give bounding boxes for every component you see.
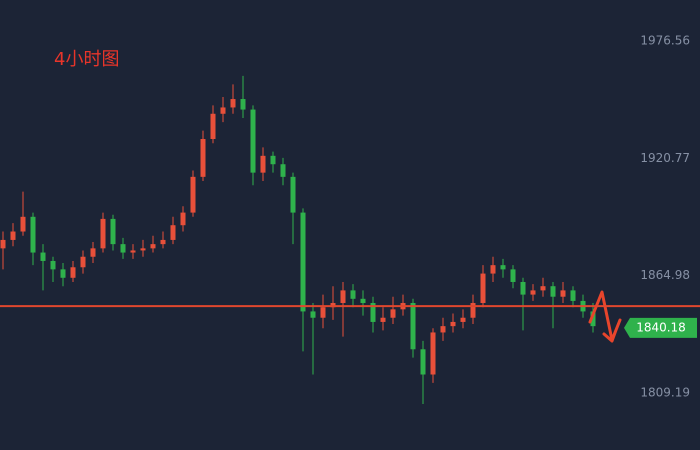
candle-body	[540, 286, 546, 291]
candle-body	[50, 260, 56, 270]
candle-body	[170, 225, 176, 240]
candle-body	[70, 267, 76, 278]
candle-body	[410, 303, 416, 350]
candle-body	[260, 155, 266, 173]
candle-body	[250, 109, 256, 173]
candle-body	[120, 244, 126, 253]
candle-body	[500, 265, 506, 270]
candle-body	[100, 218, 106, 249]
candle-body	[390, 309, 396, 318]
candle-body	[350, 290, 356, 299]
candle-body	[490, 265, 496, 274]
candle-body	[140, 248, 146, 251]
candle-body	[60, 269, 66, 278]
candle-body	[220, 107, 226, 114]
candle-body	[110, 218, 116, 245]
chart-title: 4小时图	[54, 49, 119, 70]
candles	[0, 75, 596, 404]
candle-body	[290, 176, 296, 213]
candle-body	[270, 155, 276, 165]
candle-body	[310, 311, 316, 318]
candle-body	[430, 332, 436, 375]
candle-body	[230, 99, 236, 108]
candle-body	[10, 231, 16, 240]
candle-body	[450, 321, 456, 327]
candle-body	[440, 326, 446, 333]
candle-body	[480, 273, 486, 304]
candle-body	[370, 303, 376, 322]
candle-body	[380, 317, 386, 322]
candle-body	[150, 244, 156, 249]
y-tick-label: 1864.98	[640, 268, 690, 282]
candle-body	[80, 256, 86, 268]
candle-body	[470, 303, 476, 318]
candle-body	[460, 317, 466, 322]
candle-body	[590, 311, 596, 327]
candle-body	[300, 212, 306, 312]
candle-body	[210, 113, 216, 139]
candle-body	[130, 250, 136, 253]
candle-body	[190, 176, 196, 213]
last-price-label: 1840.18	[636, 320, 686, 334]
candle-body	[160, 239, 166, 245]
candle-body	[40, 252, 46, 261]
candle-body	[280, 164, 286, 177]
candle-body	[520, 281, 526, 295]
candle-body	[570, 290, 576, 301]
candle-body	[510, 269, 516, 282]
candle-body	[0, 239, 6, 249]
candle-body	[530, 290, 536, 295]
candle-body	[320, 307, 326, 318]
candle-body	[420, 349, 426, 375]
candle-body	[20, 216, 26, 232]
candle-body	[360, 298, 366, 304]
y-tick-label: 1976.56	[640, 34, 690, 48]
candle-body	[340, 290, 346, 304]
candle-body	[30, 216, 36, 253]
candle-body	[180, 212, 186, 226]
last-price-box	[624, 317, 697, 338]
candle-body	[560, 290, 566, 297]
y-tick-label: 1920.77	[640, 151, 690, 165]
candle-body	[240, 99, 246, 110]
y-tick-label: 1809.19	[640, 386, 690, 400]
candle-body	[550, 286, 556, 297]
candle-body	[200, 138, 206, 177]
candle-body	[90, 248, 96, 257]
